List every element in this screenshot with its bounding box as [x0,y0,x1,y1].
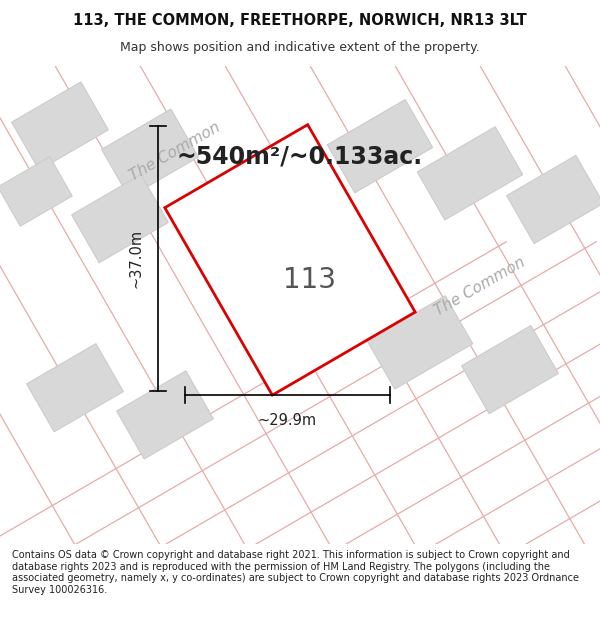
Polygon shape [0,157,72,226]
Polygon shape [116,371,214,459]
Text: Contains OS data © Crown copyright and database right 2021. This information is : Contains OS data © Crown copyright and d… [12,550,579,595]
Polygon shape [101,109,199,198]
Polygon shape [296,253,404,351]
Text: 113: 113 [284,266,337,294]
Polygon shape [11,82,109,170]
Polygon shape [461,326,559,414]
Polygon shape [71,174,169,262]
Text: The Common: The Common [432,255,528,319]
Polygon shape [506,156,600,244]
Polygon shape [26,344,124,432]
Text: Map shows position and indicative extent of the property.: Map shows position and indicative extent… [120,41,480,54]
Polygon shape [165,124,415,395]
Text: ~540m²/~0.133ac.: ~540m²/~0.133ac. [177,144,423,168]
Polygon shape [367,296,473,389]
Polygon shape [417,127,523,220]
Text: 113, THE COMMON, FREETHORPE, NORWICH, NR13 3LT: 113, THE COMMON, FREETHORPE, NORWICH, NR… [73,13,527,28]
Text: ~29.9m: ~29.9m [258,413,317,428]
Polygon shape [327,99,433,192]
Polygon shape [211,148,319,245]
Text: The Common: The Common [127,119,223,183]
Text: ~37.0m: ~37.0m [129,229,144,288]
